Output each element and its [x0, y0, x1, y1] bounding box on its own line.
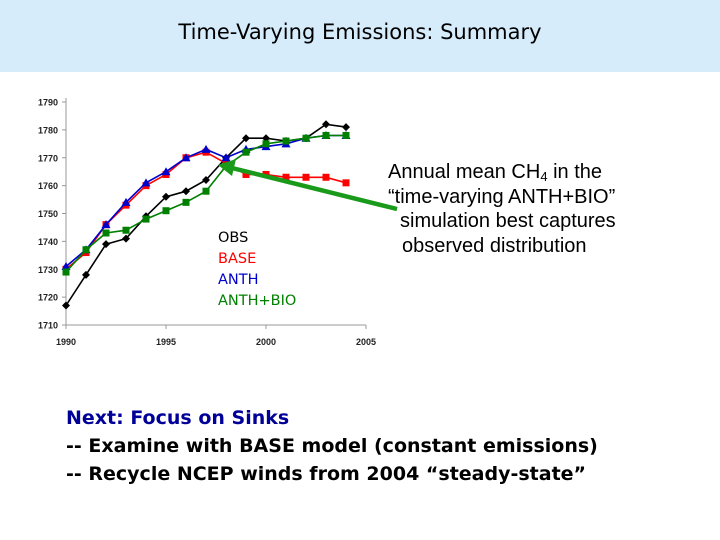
point-anth-bio-2004 — [342, 131, 350, 139]
legend-entry-base: BASE — [218, 251, 257, 267]
point-base-2001 — [282, 173, 290, 181]
annotation-arrow — [218, 159, 398, 212]
point-base-1999 — [242, 170, 250, 178]
y-tick-label-1760: 1760 — [38, 181, 58, 191]
slide-title: Time-Varying Emissions: Summary — [178, 20, 542, 44]
point-anth-bio-1994 — [142, 215, 150, 223]
point-obs-1990 — [62, 301, 70, 310]
point-anth-bio-1991 — [82, 246, 90, 254]
y-tick-label-1730: 1730 — [38, 265, 58, 275]
next-item-1: -- Examine with BASE model (constant emi… — [66, 435, 598, 457]
chart-axes: 1710 1720 1730 1740 1750 1760 1770 1780 1790 1990… — [38, 98, 376, 348]
point-anth-1997 — [201, 144, 211, 153]
y-tick-label-1750: 1750 — [38, 209, 58, 219]
point-anth-1993 — [121, 197, 131, 206]
arrow-head — [218, 159, 236, 176]
annotation-text: Annual mean CH4 in the “time-varying ANT… — [388, 160, 713, 258]
point-anth-1994 — [141, 178, 151, 187]
point-anth-1996 — [181, 153, 191, 162]
annotation-line-3: simulation best captures — [400, 210, 616, 232]
point-anth-bio-2002 — [302, 134, 310, 142]
point-obs-1993 — [122, 234, 130, 243]
legend-entry-anth: ANTH — [218, 272, 259, 288]
point-obs-2004 — [342, 123, 350, 132]
x-tick-label-2000: 2000 — [256, 337, 276, 347]
point-obs-2000 — [262, 134, 270, 143]
legend-entry-obs: OBS — [218, 230, 249, 246]
point-anth-bio-1993 — [122, 226, 130, 234]
point-obs-1992 — [102, 240, 110, 249]
series-line-anth-bio — [65, 134, 346, 273]
annotation-line-2: “time-varying ANTH+BIO” — [388, 185, 616, 208]
y-tick-label-1710: 1710 — [38, 321, 58, 331]
point-anth-1990 — [61, 261, 71, 270]
series-line-base — [65, 151, 347, 270]
point-obs-1999 — [242, 134, 250, 143]
point-base-2004 — [342, 179, 350, 187]
point-anth-bio-2001 — [282, 137, 290, 145]
y-tick-label-1780: 1780 — [38, 125, 58, 135]
y-tick-label-1720: 1720 — [38, 293, 58, 303]
point-anth-bio-2000 — [262, 140, 270, 148]
point-anth-bio-1990 — [62, 268, 70, 276]
title-bar — [0, 0, 720, 72]
x-tick-label-1995: 1995 — [156, 337, 176, 347]
next-heading: Next: Focus on Sinks — [66, 407, 290, 429]
arrow-shaft — [231, 165, 398, 212]
point-anth-bio-1996 — [182, 198, 190, 206]
point-anth-bio-1997 — [202, 187, 210, 195]
annotation-line-1: Annual mean CH4 in the — [388, 161, 603, 184]
point-obs-1995 — [162, 192, 170, 201]
point-obs-1996 — [182, 187, 190, 196]
point-anth-1998 — [221, 153, 231, 162]
point-anth-bio-1999 — [242, 148, 250, 156]
point-anth-1992 — [101, 220, 111, 229]
point-obs-2003 — [322, 120, 330, 129]
point-obs-1991 — [82, 270, 90, 279]
chart-series — [61, 120, 351, 310]
point-obs-1997 — [202, 176, 210, 185]
point-base-2002 — [302, 173, 310, 181]
point-anth-bio-1995 — [162, 207, 170, 215]
series-base — [62, 148, 350, 273]
point-base-2003 — [322, 173, 330, 181]
point-anth-1995 — [161, 167, 171, 176]
point-anth-bio-1992 — [102, 229, 110, 237]
y-tick-label-1770: 1770 — [38, 153, 58, 163]
point-anth-bio-2003 — [322, 131, 330, 139]
chart-legend: OBS BASE ANTH ANTH+BIO — [218, 228, 296, 312]
annotation-line-4: observed distribution — [402, 234, 587, 257]
x-tick-label-2005: 2005 — [356, 337, 376, 347]
next-steps: Next: Focus on Sinks -- Examine with BAS… — [66, 404, 598, 488]
series-anth — [61, 130, 351, 270]
legend-entry-anth-bio: ANTH+BIO — [218, 293, 297, 309]
x-tick-label-1990: 1990 — [56, 337, 76, 347]
next-item-2: -- Recycle NCEP winds from 2004 “steady-… — [66, 463, 587, 485]
y-tick-label-1790: 1790 — [38, 98, 58, 108]
y-tick-label-1740: 1740 — [38, 237, 58, 247]
